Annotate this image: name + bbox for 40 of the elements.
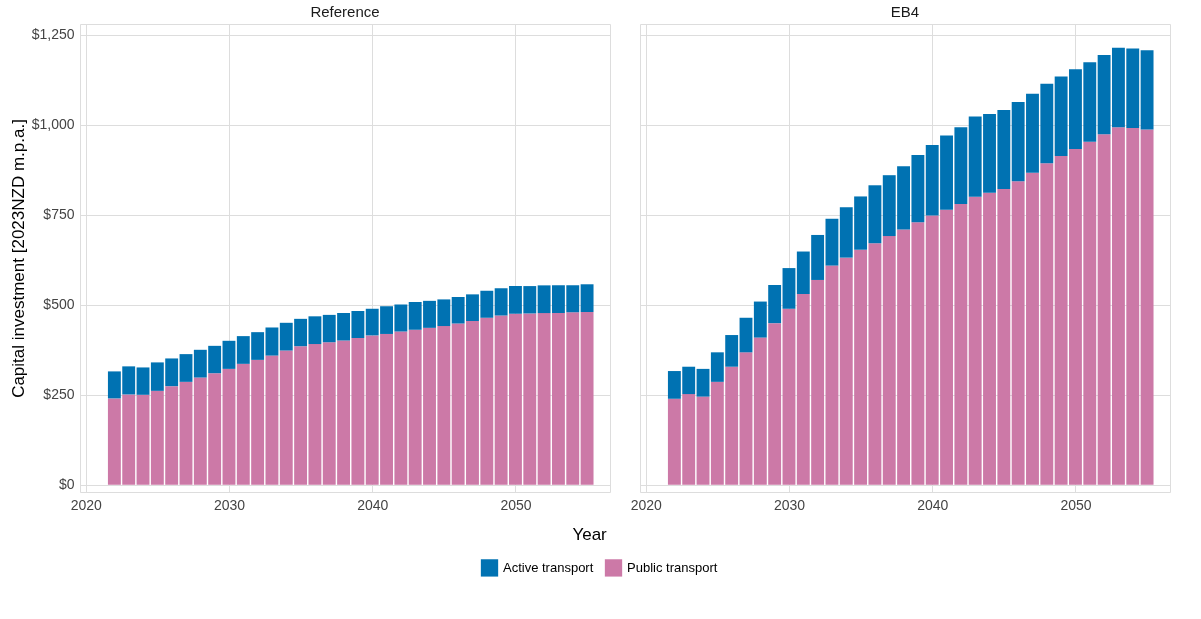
bar bbox=[136, 367, 150, 395]
bar bbox=[222, 340, 236, 369]
bar bbox=[580, 284, 594, 312]
x-tick-label: 2050 bbox=[1060, 496, 1092, 513]
bar bbox=[782, 268, 796, 309]
bar bbox=[580, 312, 594, 485]
chart-title: Reference bbox=[310, 3, 380, 20]
legend-label: Public transport bbox=[627, 559, 718, 575]
x-axis-title: Year bbox=[572, 525, 608, 544]
bar bbox=[265, 355, 279, 485]
bar bbox=[222, 368, 236, 485]
x-tick-label: 2040 bbox=[917, 496, 949, 513]
bar bbox=[1140, 129, 1154, 485]
bar bbox=[265, 327, 279, 356]
bar bbox=[179, 354, 193, 382]
y-tick-label: $1,250 bbox=[31, 26, 75, 43]
bar bbox=[696, 368, 710, 397]
bar bbox=[825, 218, 839, 266]
bar bbox=[739, 352, 753, 485]
chart-title: EB4 bbox=[890, 3, 920, 20]
x-tick-label: 2040 bbox=[357, 496, 389, 513]
bar bbox=[179, 381, 193, 485]
x-tick-label: 2020 bbox=[70, 496, 103, 513]
x-tick-label: 2020 bbox=[630, 496, 663, 513]
y-tick-label: $750 bbox=[43, 206, 75, 223]
bar bbox=[1140, 50, 1154, 130]
bar bbox=[696, 396, 710, 485]
bar bbox=[782, 308, 796, 485]
x-tick-label: 2030 bbox=[213, 496, 246, 513]
x-tick-label: 2050 bbox=[500, 496, 532, 513]
legend-label: Active transport bbox=[503, 559, 594, 575]
bar bbox=[739, 317, 753, 353]
y-tick-label: $250 bbox=[43, 386, 75, 403]
y-tick-label: $0 bbox=[58, 476, 75, 493]
bar bbox=[136, 394, 150, 485]
y-tick-label: $500 bbox=[43, 296, 75, 313]
y-axis-title: Capital investment [2023NZD m.p.a.] bbox=[8, 119, 28, 398]
bar bbox=[825, 265, 839, 485]
y-tick-label: $1,000 bbox=[31, 116, 75, 133]
x-tick-label: 2030 bbox=[773, 496, 806, 513]
